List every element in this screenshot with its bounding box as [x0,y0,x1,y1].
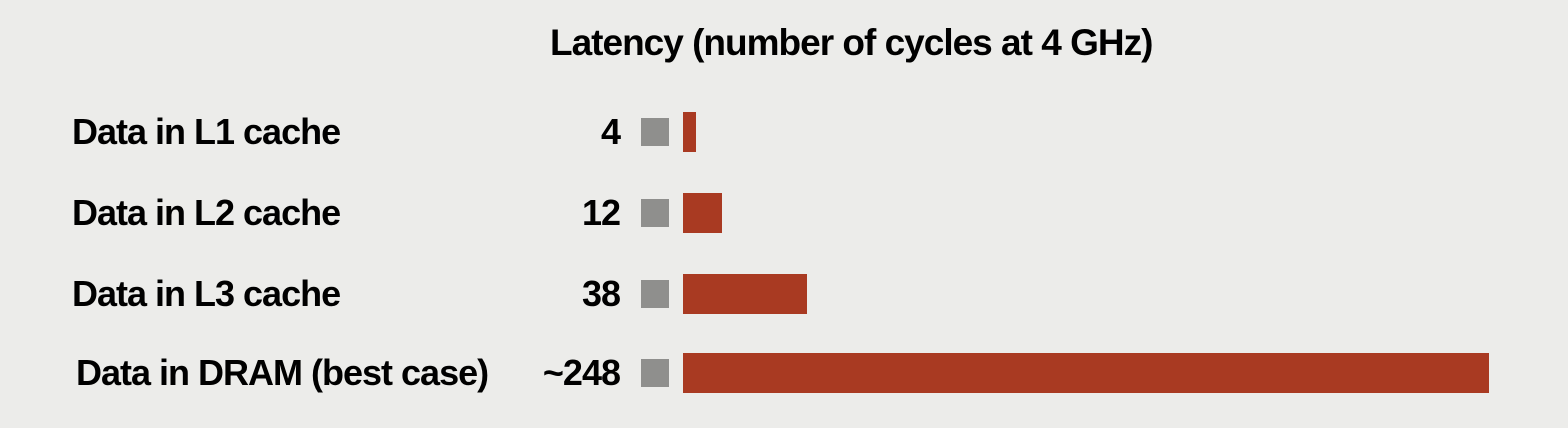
bar [683,353,1489,393]
chart-title: Latency (number of cycles at 4 GHz) [550,22,1153,63]
category-label: Data in DRAM (best case) [76,352,489,393]
category-label: Data in L2 cache [72,192,341,233]
legend-marker-square [641,118,669,146]
data-label: 12 [581,192,621,233]
legend-marker-square [641,199,669,227]
category-label: Data in L3 cache [72,273,341,314]
category-label: Data in L1 cache [72,111,341,152]
legend-marker-square [641,280,669,308]
bar [683,112,696,152]
data-label: 4 [600,111,621,152]
bar [683,193,722,233]
data-label: 38 [581,273,621,314]
bar [683,274,807,314]
legend-marker-square [641,359,669,387]
data-label: ~248 [542,352,621,393]
